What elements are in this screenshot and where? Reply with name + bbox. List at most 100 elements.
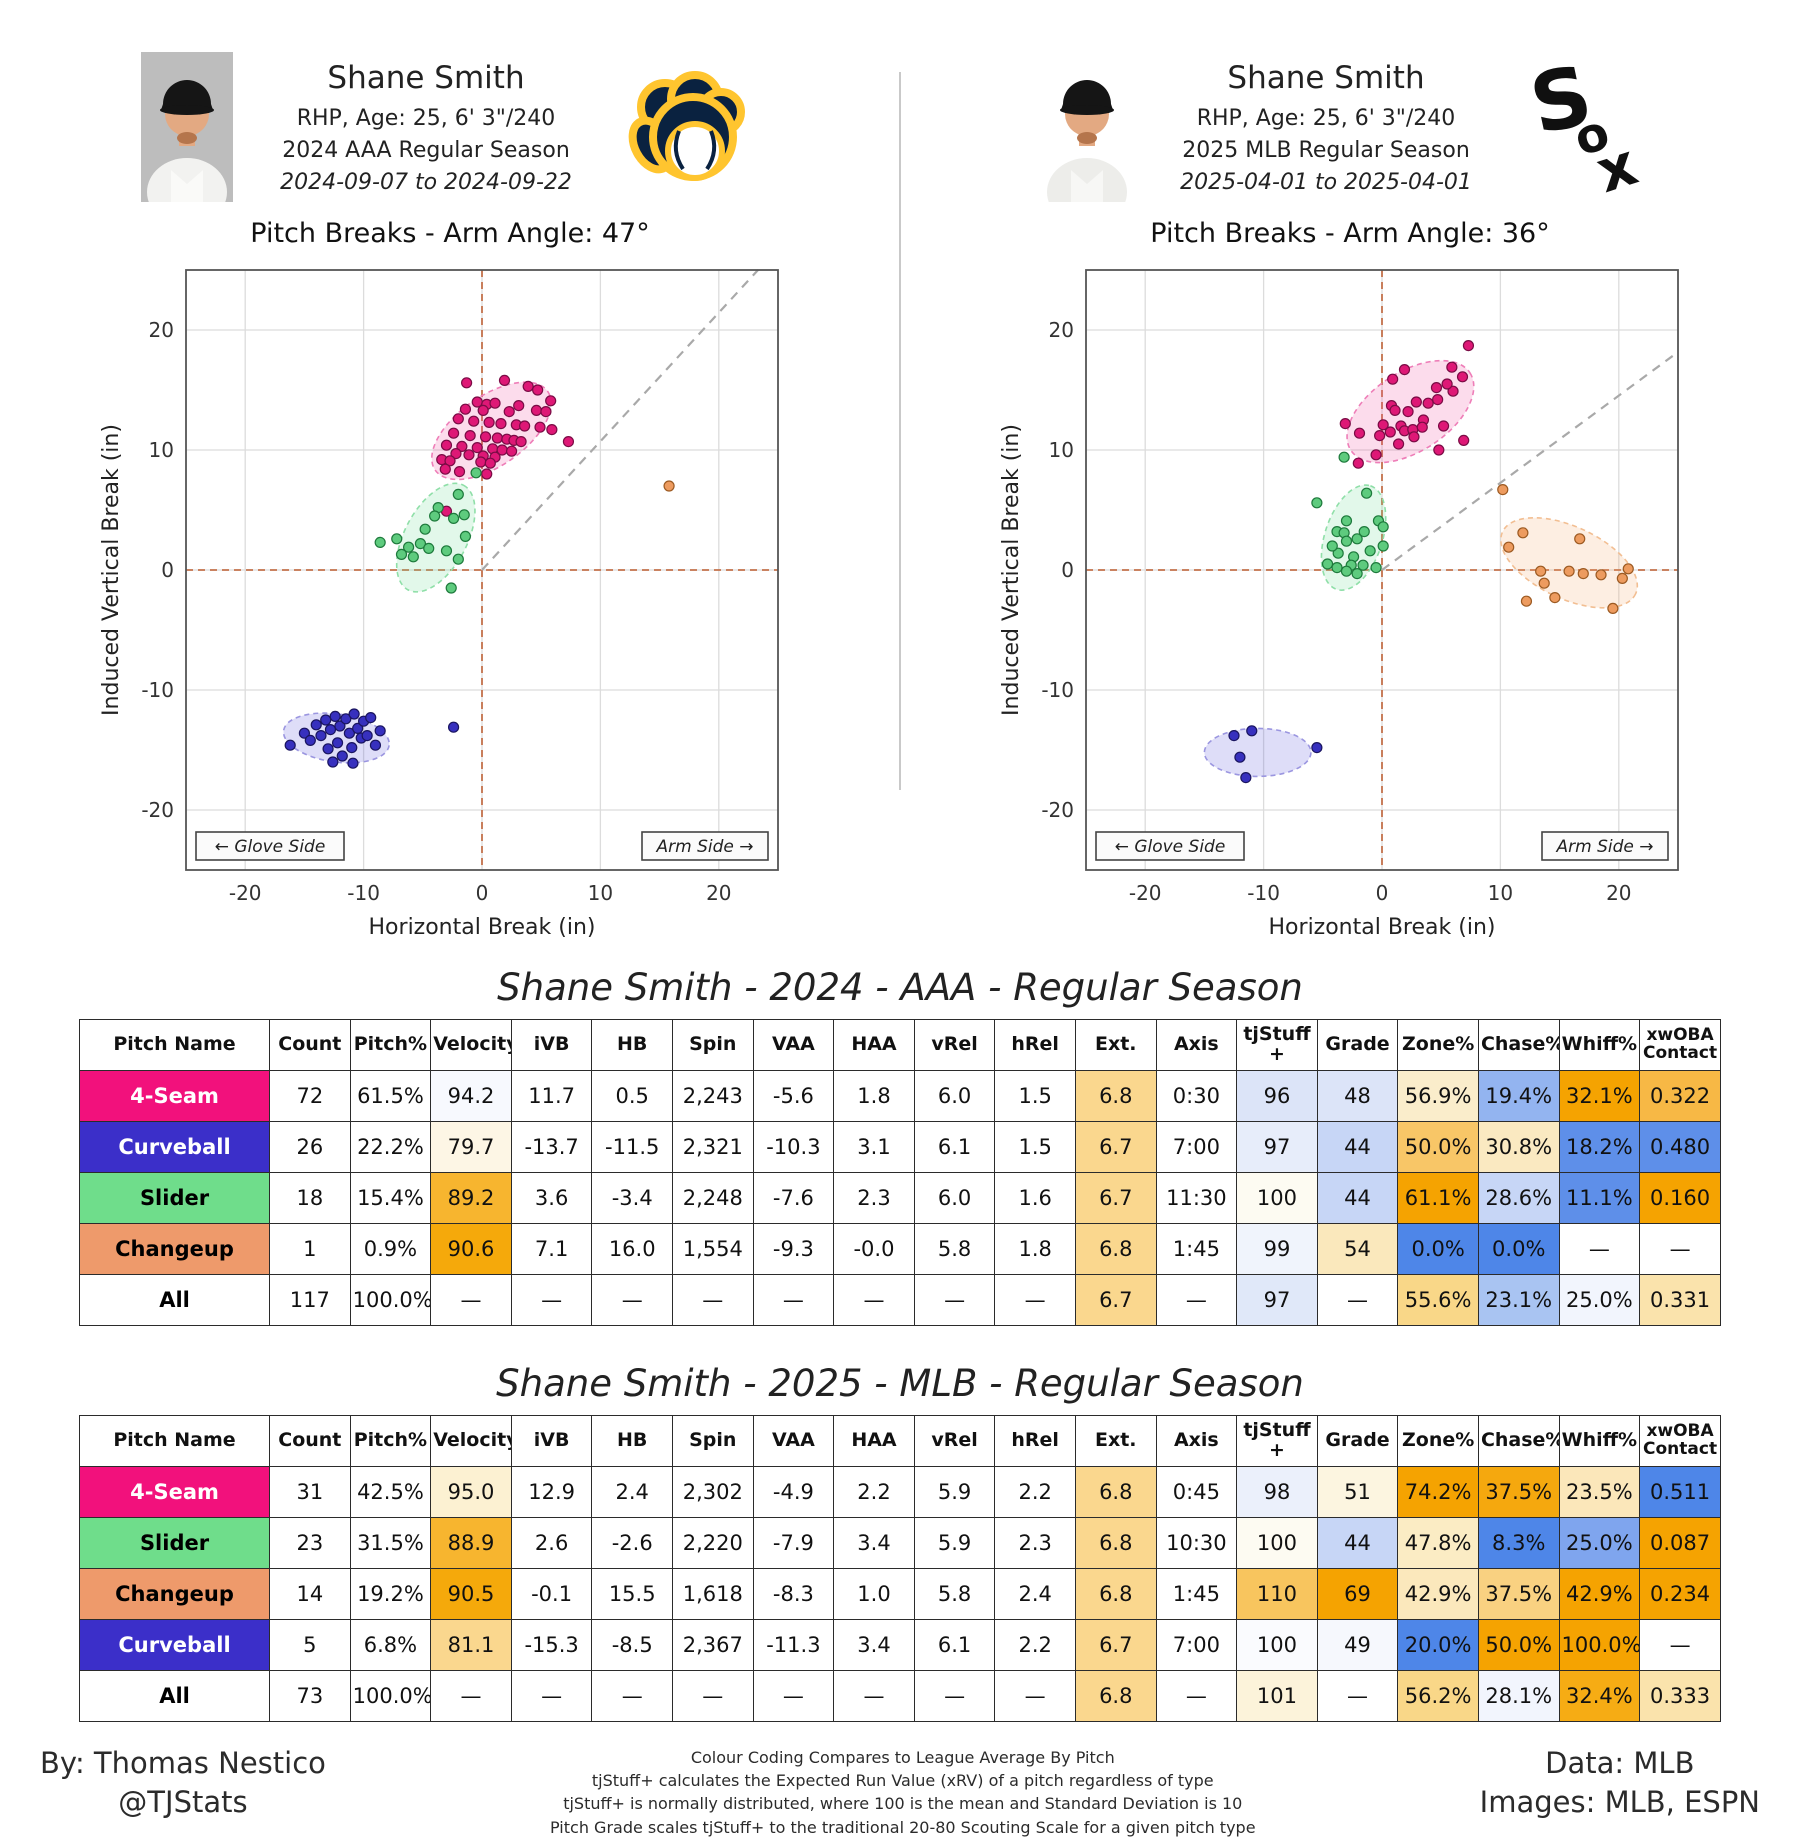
y-tick-label: -10 [1041, 678, 1074, 702]
stat-cell: 2,243 [672, 1070, 754, 1122]
pitch-point-Changeup [1535, 565, 1547, 577]
stat-cell: 110 [1236, 1568, 1318, 1620]
table-title-2024: Shane Smith - 2024 - AAA - Regular Seaso… [497, 966, 1303, 1009]
stat-cell: 94.2 [430, 1070, 512, 1122]
stat-cell: 5.9 [913, 1466, 996, 1518]
pitch-point-4-Seam [491, 432, 503, 444]
pitch-point-Curveball [1240, 771, 1252, 784]
pitch-point-4-Seam [1389, 404, 1401, 416]
pitch-point-Slider [470, 467, 482, 479]
stat-cell: 0.333 [1639, 1670, 1721, 1722]
stat-cell: 6.7 [1074, 1619, 1157, 1671]
table-row-slider: Slider 23 31.5% 88.9 2.6 -2.6 2,220 -7.9 3.4 5.9 2… [78, 1517, 1721, 1569]
pitch-point-4-Seam [471, 442, 483, 454]
x-tick-label: 10 [1488, 881, 1513, 905]
stat-cell: 44 [1316, 1121, 1399, 1173]
stat-cell: 11:30 [1155, 1172, 1238, 1224]
cluster-ellipse-Curveball [1203, 727, 1312, 778]
stat-cell: 90.6 [430, 1223, 512, 1275]
pitch-point-Curveball [352, 722, 364, 734]
x-tick-label: -20 [229, 881, 262, 905]
stat-cell: 28.6% [1477, 1172, 1560, 1224]
pitch-point-Curveball [322, 743, 334, 755]
column-header-hb: HB [591, 1019, 673, 1071]
svg-text:← Glove Side: ← Glove Side [1115, 837, 1226, 857]
pitch-point-4-Seam [1374, 430, 1386, 442]
stat-cell: 19.4% [1477, 1070, 1560, 1122]
pitch-point-Changeup [1607, 602, 1619, 614]
stat-cell: 2,367 [672, 1619, 754, 1671]
stat-cell: 2.3 [833, 1172, 915, 1224]
column-header-grade: Grade [1316, 1415, 1399, 1467]
player-dates: 2025-04-01 to 2025-04-01 [1180, 169, 1472, 195]
stats-section-2024: Shane Smith - 2024 - AAA - Regular Seaso… [0, 966, 1800, 1326]
team-logo-whitesox-icon: S o x [1523, 57, 1645, 197]
y-axis-label: Induced Vertical Break (in) [99, 424, 124, 716]
svg-text:Arm Side →: Arm Side → [1556, 837, 1654, 857]
stat-cell: 26 [269, 1121, 351, 1173]
pitch-point-Changeup [1577, 568, 1589, 580]
pitch-point-4-Seam [506, 445, 518, 457]
stat-cell: — [510, 1670, 593, 1722]
pitch-point-4-Seam [1410, 396, 1422, 408]
pitch-point-Slider [1338, 451, 1350, 463]
points-Changeup [663, 480, 675, 492]
stat-cell: 30.8% [1477, 1121, 1560, 1173]
stat-cell: 6.8 [1074, 1568, 1157, 1620]
cluster-ellipse-Slider [395, 482, 476, 593]
stat-cell: 97 [1236, 1274, 1318, 1326]
pitch-point-Curveball [315, 730, 327, 742]
footer-note-3: tjStuff+ is normally distributed, where … [563, 1794, 1243, 1814]
pitch-point-Slider [1331, 562, 1343, 574]
pitch-point-Curveball [304, 734, 316, 746]
stat-cell: 2.3 [994, 1517, 1076, 1569]
pitch-point-4-Seam [522, 380, 534, 392]
stat-cell: 2,321 [672, 1121, 754, 1173]
stat-cell: 69 [1316, 1568, 1399, 1620]
stat-cell: 11.7 [510, 1070, 593, 1122]
pitch-point-4-Seam [463, 449, 475, 461]
stat-cell: — [1639, 1619, 1721, 1671]
stat-cell: -0.0 [833, 1223, 915, 1275]
pitch-point-4-Seam [483, 416, 495, 428]
stat-cell: 5 [269, 1619, 351, 1671]
stat-cell: 48 [1316, 1070, 1399, 1122]
stat-cell: 2.2 [994, 1466, 1076, 1518]
pitch-point-Curveball [327, 756, 339, 768]
x-tick-label: 0 [1376, 881, 1389, 905]
column-header-vaa: VAA [752, 1019, 835, 1071]
stat-cell: 100.0% [349, 1274, 432, 1326]
stat-cell: -15.3 [510, 1619, 593, 1671]
pitch-point-4-Seam [540, 406, 552, 418]
pitch-point-4-Seam [452, 413, 464, 425]
pitch-point-4-Seam [468, 415, 480, 427]
pitch-point-4-Seam [530, 404, 543, 416]
pitch-point-4-Seam [513, 400, 525, 412]
pitch-point-4-Seam [1446, 361, 1458, 373]
stat-cell: 97 [1236, 1121, 1318, 1173]
pitch-point-4-Seam [475, 456, 487, 468]
pitch-point-4-Seam [453, 466, 466, 478]
pitch-point-4-Seam [464, 430, 476, 442]
pitch-point-Changeup [1549, 592, 1561, 604]
stat-cell: 12.9 [510, 1466, 593, 1518]
column-header-pitch-: Pitch% [349, 1415, 432, 1467]
stat-cell: 6.8 [1074, 1517, 1157, 1569]
pitch-point-Changeup [1616, 572, 1628, 584]
stat-cell: — [1316, 1670, 1399, 1722]
column-header-grade: Grade [1316, 1019, 1399, 1071]
pitch-point-4-Seam [1408, 431, 1420, 443]
pitch-point-4-Seam [477, 404, 489, 416]
pitch-name-cell: Curveball [78, 1619, 271, 1671]
stat-cell: -7.9 [752, 1517, 835, 1569]
stat-cell: — [913, 1274, 996, 1326]
column-header-vaa: VAA [752, 1415, 835, 1467]
column-header-spin: Spin [672, 1019, 754, 1071]
y-tick-label: 20 [1049, 318, 1074, 342]
table-title-2025: Shane Smith - 2025 - MLB - Regular Seaso… [496, 1362, 1304, 1405]
stat-cell: 55.6% [1397, 1274, 1479, 1326]
pitch-point-Slider [402, 541, 415, 553]
pitch-point-4-Seam [1377, 419, 1389, 431]
plot-title-right: Pitch Breaks - Arm Angle: 36° [1150, 218, 1550, 249]
stat-cell: 1:45 [1155, 1223, 1238, 1275]
